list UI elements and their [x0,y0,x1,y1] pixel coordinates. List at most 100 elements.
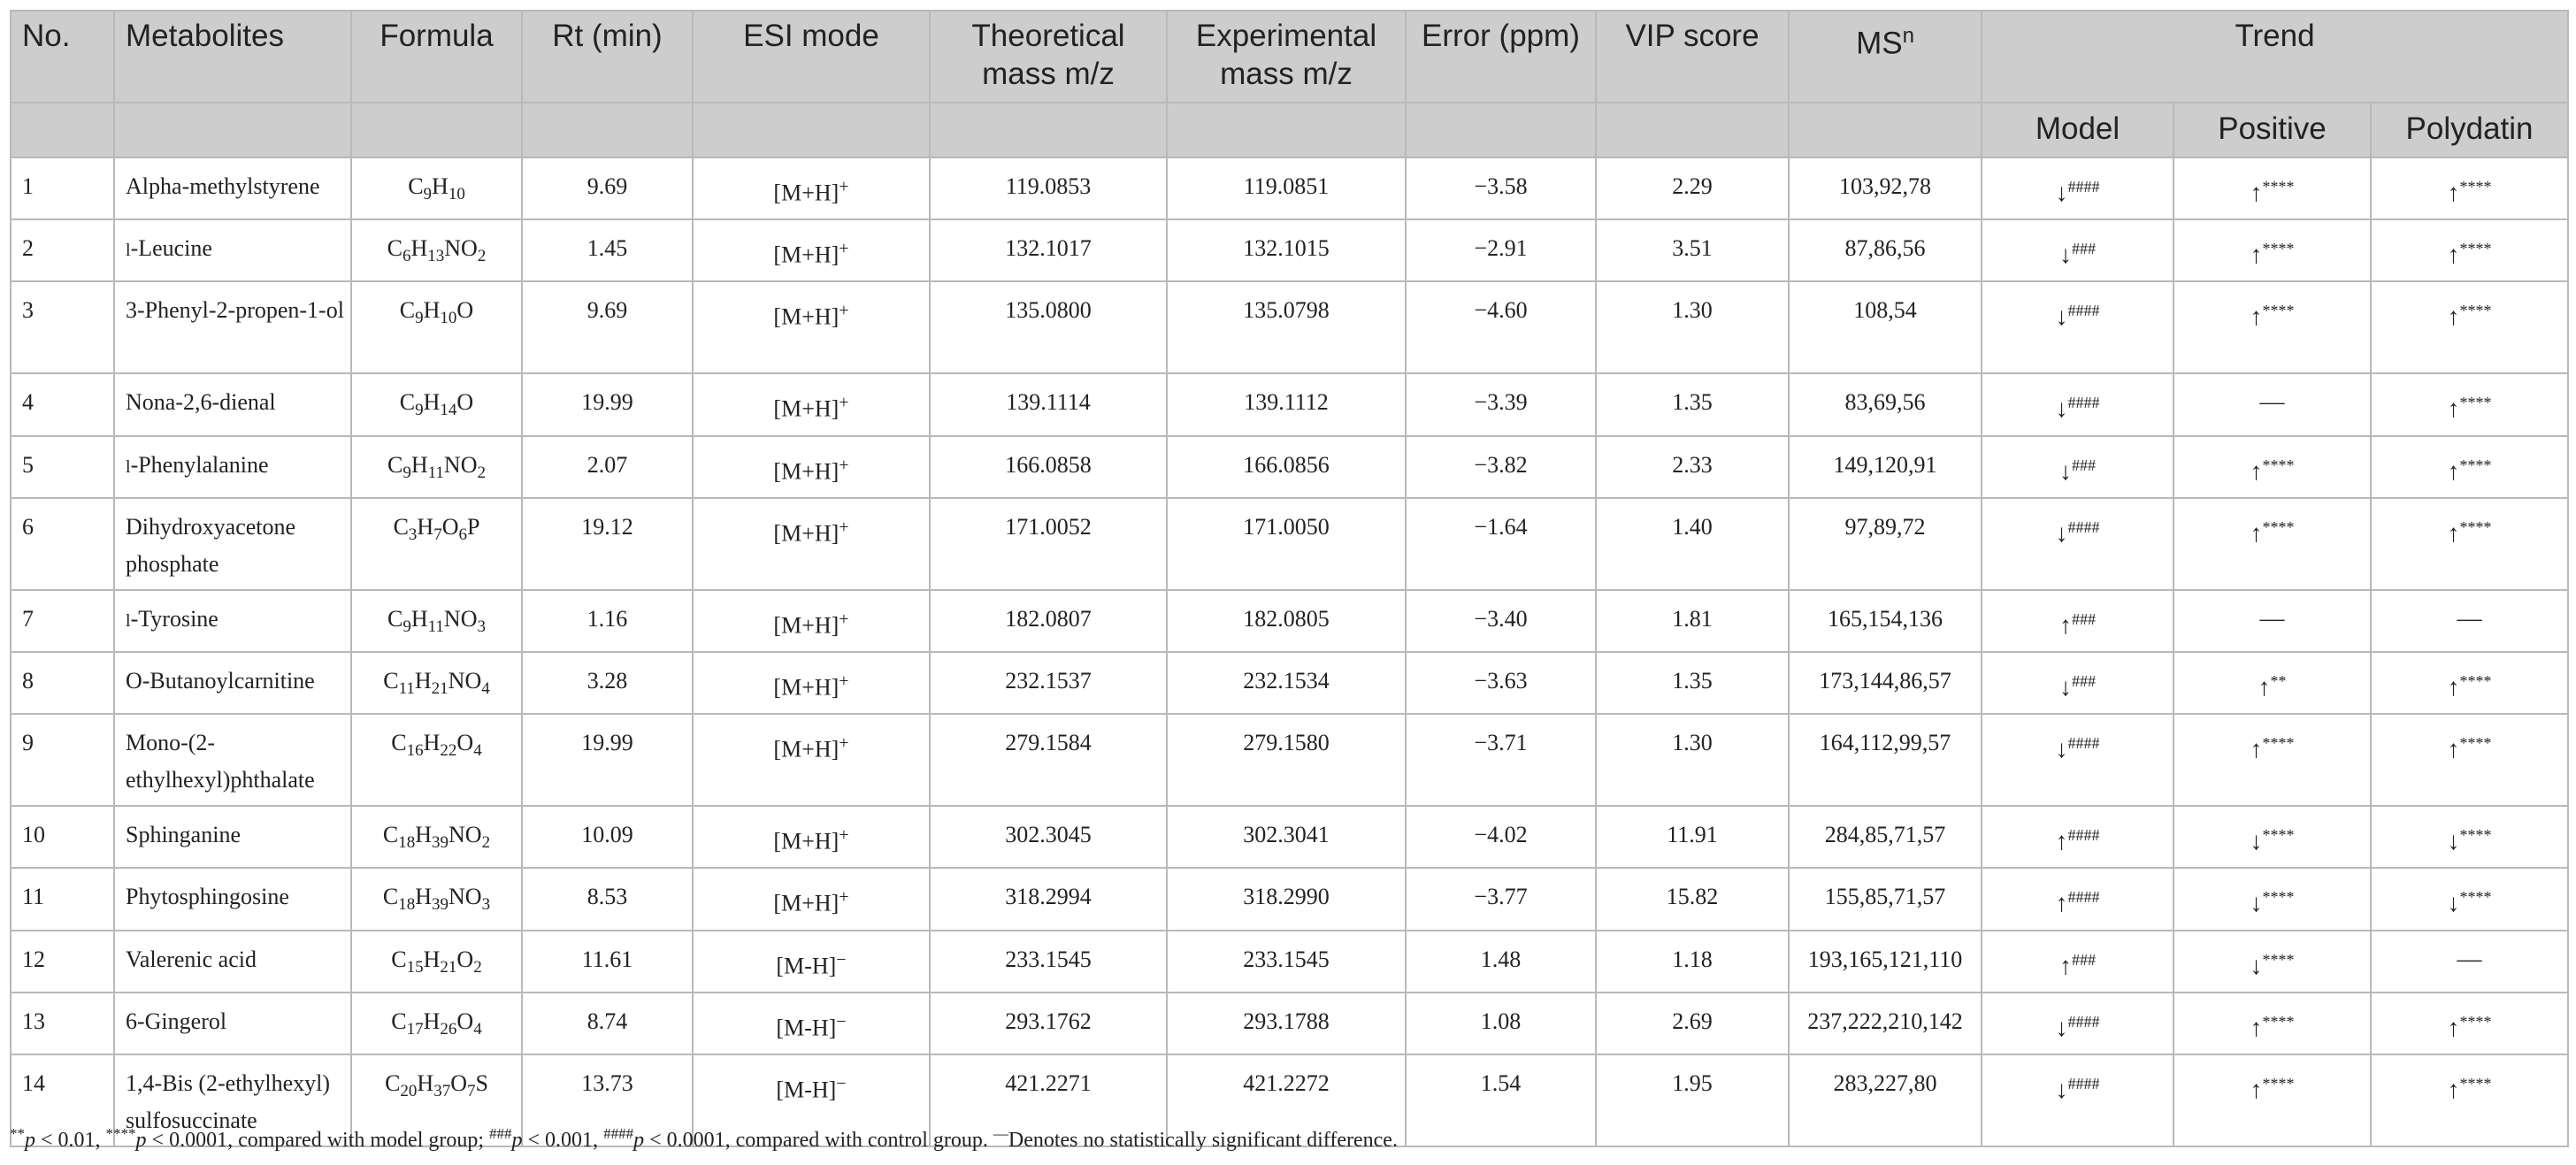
error-ppm: 1.54 [1480,1069,1522,1096]
esi-mode: [M+H] [773,520,840,547]
trend-arrow: ↓ [2055,1076,2068,1104]
significance-mark: **** [2459,671,2492,690]
cell-no: 8 [10,650,115,716]
cell-experimental-mass: 166.0856 [1166,434,1407,499]
cell-vip-score: 1.30 [1595,713,1790,808]
retention-time: 8.74 [586,1008,628,1034]
cell-trend-model: ↓#### [1981,496,2174,591]
cell-trend-model: ↓#### [1981,156,2174,221]
retention-time: 3.28 [586,667,628,694]
cell-formula: C9H14O [350,372,523,437]
significance-mark: **** [2262,456,2295,474]
significance-mark: **** [2262,240,2295,258]
table-row: 11 Phytosphingosine C18H39NO3 8.53 [M+H]+ 318… [10,867,2570,931]
cell-vip-score: 1.40 [1595,496,1790,591]
trend-arrow: ↑ [2055,828,2068,856]
cell-experimental-mass: 119.0851 [1166,156,1407,221]
significance-mark: **** [2262,302,2295,320]
footnote-p: p [511,1129,523,1152]
significance-mark: **** [2262,1074,2295,1092]
trend-arrow: — [2259,388,2285,417]
cell-metabolite: Alpha-methylstyrene [113,156,352,221]
experimental-mass: 293.1788 [1243,1008,1330,1034]
msn-fragments: 193,165,121,110 [1807,946,1963,972]
col-header-trend: Trend [1980,10,2570,103]
table-row: 12 Valerenic acid C15H21O2 11.61 [M-H]− 233.1… [10,929,2570,993]
cell-trend-positive: ↓**** [2173,929,2372,993]
formula-subscript: 22 [440,741,457,761]
error-ppm: −3.77 [1474,884,1528,910]
table-body: 1 Alpha-methylstyrene C9H10 9.69 [M+H]+ 119.0… [10,156,2570,1147]
significance-mark: **** [2459,178,2492,195]
esi-mode: [M+H] [773,612,840,639]
cell-trend-polydatin: ↑**** [2369,218,2570,283]
significance-mark: #### [2067,302,2100,320]
formula-subscript: 2 [473,957,482,977]
cell-vip-score: 1.18 [1595,929,1790,993]
experimental-mass: 421.2272 [1243,1069,1330,1096]
significance-mark: ### [2072,950,2096,969]
cell-msn-fragments: 193,165,121,110 [1788,929,1982,993]
formula-subscript: 9 [423,185,433,204]
vip-score: 3.51 [1672,235,1713,262]
cell-formula: C16H22O4 [350,713,523,808]
cell-no: 4 [10,372,115,437]
cell-no: 6 [10,496,115,591]
significance-mark: #### [2067,178,2100,195]
esi-charge: + [839,733,849,754]
error-ppm: −3.58 [1474,173,1528,199]
significance-mark: **** [2459,734,2492,753]
cell-trend-polydatin: ↑**** [2369,1053,2570,1147]
cell-metabolite: Mono-(2-ethylhexyl)phthalate [113,713,352,808]
cell-vip-score: 2.33 [1595,434,1790,499]
metabolite-name: Mono-(2-ethylhexyl)phthalate [126,730,315,793]
significance-mark: **** [2459,240,2492,258]
cell-esi: [M-H]− [692,991,931,1055]
formula-subscript: 21 [440,957,457,977]
cell-rt: 8.74 [521,991,694,1055]
msn-fragments: 97,89,72 [1844,513,1926,540]
experimental-mass: 171.0050 [1243,513,1330,540]
trend-arrow: ↓ [2447,890,2460,918]
cell-esi: [M+H]+ [692,805,931,870]
msn-fragments: 155,85,71,57 [1824,884,1946,910]
footnote-text: < 0.01, [35,1129,106,1152]
vip-score: 1.35 [1672,667,1713,694]
cell-vip-score: 1.30 [1595,280,1790,375]
footnote-text: Denotes no statistically significant dif… [1008,1129,1398,1152]
cell-experimental-mass: 171.0050 [1166,496,1407,591]
row-number: 10 [22,822,45,848]
footnote-p: p [135,1129,147,1152]
cell-no: 3 [10,280,115,375]
formula-element: H [423,1008,441,1034]
cell-trend-positive: ↑**** [2173,434,2372,499]
msn-fragments: 283,227,80 [1833,1069,1937,1096]
cell-formula: C17H26O4 [350,991,523,1055]
formula-element: H [417,513,434,540]
col-header-theoretical-mass: Theoretical mass m/z [929,10,1168,103]
esi-mode: [M+H] [773,736,840,763]
cell-error-ppm: −4.60 [1405,280,1597,375]
retention-time: 13.73 [581,1069,633,1096]
cell-theoretical-mass: 132.1017 [929,218,1168,283]
formula-subscript: 2 [477,463,486,482]
stereo-prefix: l [126,241,131,261]
formula-subscript: 9 [402,617,411,636]
cell-esi: [M+H]+ [692,650,931,716]
cell-theoretical-mass: 293.1762 [929,991,1168,1055]
msn-fragments: 284,85,71,57 [1824,822,1946,848]
cell-trend-positive: ↑**** [2173,713,2372,808]
theoretical-mass: 182.0807 [1005,605,1092,632]
cell-vip-score: 2.29 [1595,156,1790,221]
esi-mode: [M+H] [773,674,840,701]
trend-arrow: ↑ [2447,303,2460,332]
formula-subscript: 18 [398,895,416,915]
footnote-mark: **** [105,1125,136,1142]
significance-mark: **** [2262,517,2295,536]
theoretical-mass: 171.0052 [1005,513,1092,540]
retention-time: 19.12 [581,513,633,540]
vip-score: 2.29 [1672,173,1713,199]
trend-arrow: ↓ [2055,1014,2068,1042]
col-header-error: Error (ppm) [1405,10,1597,103]
trend-arrow: ↑ [2250,241,2263,270]
